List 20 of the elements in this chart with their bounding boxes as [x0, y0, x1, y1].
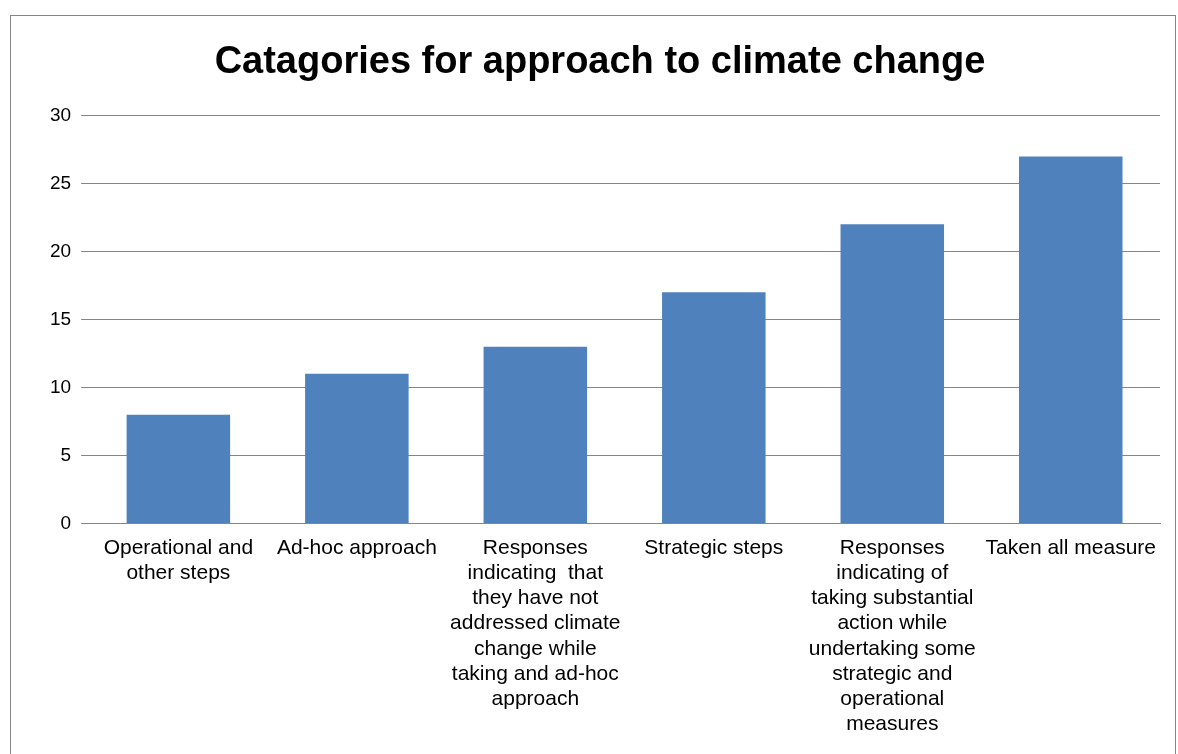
bar	[840, 224, 945, 523]
bar	[126, 414, 231, 523]
x-tick-label: Operational and other steps	[103, 534, 254, 583]
y-tick-label: 10	[49, 375, 72, 397]
x-tick-label: Ad-hoc approach	[276, 534, 437, 558]
chart-title: Catagories for approach to climate change	[214, 39, 986, 82]
y-tick-label: 20	[49, 239, 72, 261]
y-tick-label: 15	[49, 307, 72, 329]
bar	[483, 346, 588, 523]
bar	[1019, 156, 1123, 523]
bar	[662, 292, 766, 523]
y-tick-label: 5	[60, 443, 72, 465]
x-tick-label: Responses indicating that they have not addressed climate change while taking and ad-hoc approach	[450, 534, 621, 709]
x-tick-label: Responses indicating of taking substantial action while undertaking some strategic and operational measures	[808, 534, 976, 735]
x-tick-label: Strategic steps	[644, 534, 784, 558]
y-tick-label: 0	[60, 511, 72, 533]
y-tick-label: 25	[49, 171, 72, 193]
x-tick-label: Taken all measure	[985, 534, 1156, 558]
bar	[305, 373, 409, 523]
y-tick-label: 30	[49, 103, 72, 125]
